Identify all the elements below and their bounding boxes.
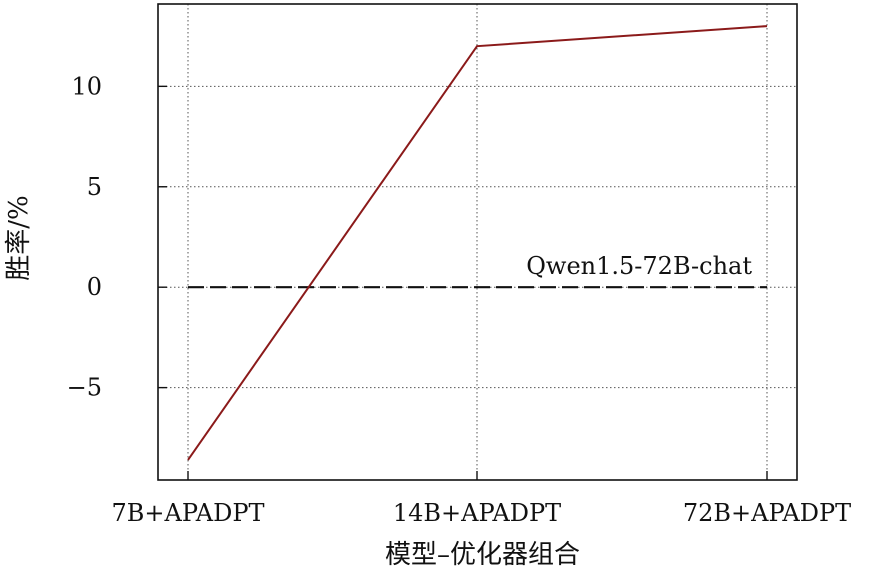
x-axis-label: 模型–优化器组合	[385, 540, 580, 570]
x-tick-label: 14B+APADPT	[393, 499, 561, 527]
y-axis-label: 胜率/%	[4, 195, 34, 280]
y-tick-label: 10	[71, 72, 102, 100]
x-tick-label: 72B+APADPT	[683, 499, 851, 527]
series-line	[187, 25, 768, 461]
y-tick-label: 0	[87, 273, 102, 301]
y-axis-ticks: −5 0 5 10	[67, 72, 167, 402]
reference-line-label: Qwen1.5-72B-chat	[526, 252, 752, 280]
y-tick-label: 5	[87, 173, 102, 201]
x-tick-label: 7B+APADPT	[111, 499, 264, 527]
series-group	[187, 25, 768, 461]
grid-lines	[158, 4, 797, 480]
y-tick-label: −5	[67, 374, 102, 402]
x-axis-ticks: 7B+APADPT 14B+APADPT 72B+APADPT	[111, 471, 851, 527]
